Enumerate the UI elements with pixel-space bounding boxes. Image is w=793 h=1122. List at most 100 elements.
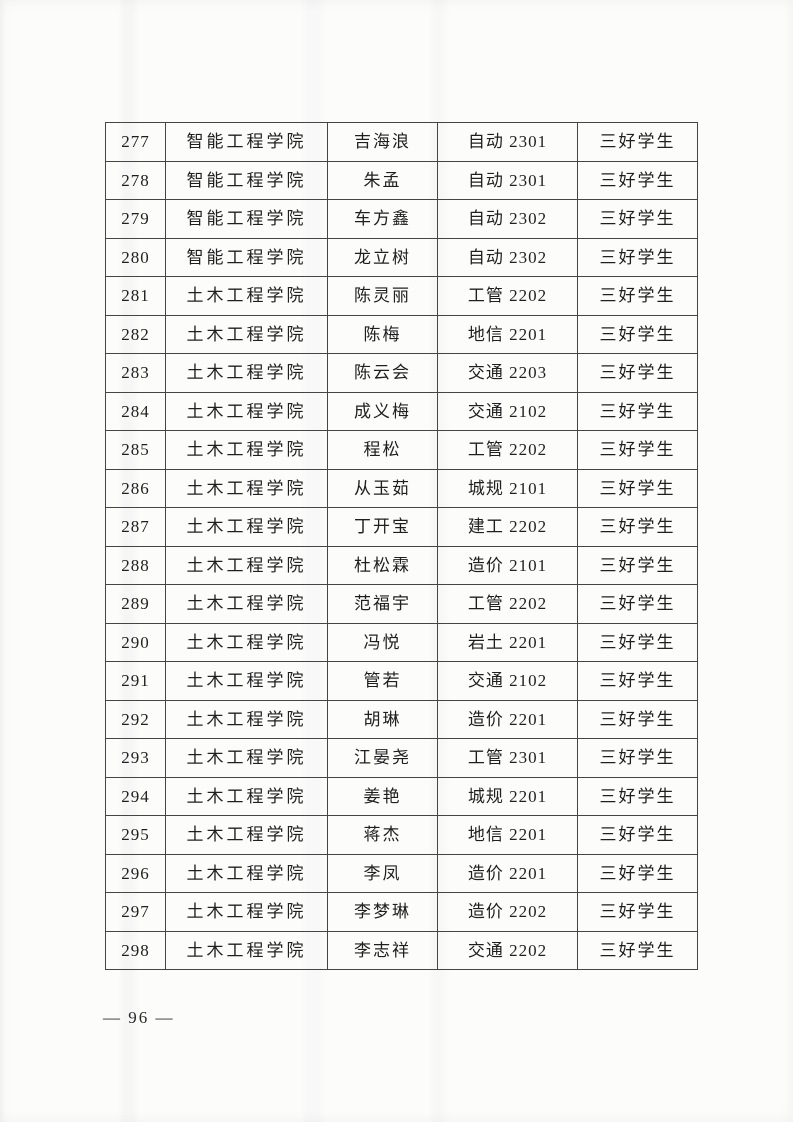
- cell-college: 土木工程学院: [165, 661, 328, 701]
- table-row: 288 土木工程学院 杜松霖 造价 2101 三好学生: [105, 545, 698, 585]
- table-row: 290 土木工程学院 冯悦 岩土 2201 三好学生: [105, 622, 698, 662]
- cell-name: 江晏尧: [327, 738, 438, 778]
- cell-college: 土木工程学院: [165, 622, 328, 662]
- page-number: — 96 —: [103, 1008, 175, 1027]
- cell-no: 282: [105, 314, 166, 354]
- cell-college: 土木工程学院: [165, 815, 328, 855]
- cell-no: 295: [105, 815, 166, 855]
- cell-no: 283: [105, 353, 166, 393]
- cell-no: 288: [105, 545, 166, 585]
- cell-name: 陈灵丽: [327, 276, 438, 316]
- cell-no: 296: [105, 853, 166, 893]
- cell-no: 298: [105, 930, 166, 970]
- cell-name: 朱孟: [327, 160, 438, 200]
- cell-no: 291: [105, 661, 166, 701]
- cell-award: 三好学生: [577, 853, 698, 893]
- cell-award: 三好学生: [577, 199, 698, 239]
- cell-award: 三好学生: [577, 584, 698, 624]
- cell-award: 三好学生: [577, 122, 698, 162]
- cell-college: 土木工程学院: [165, 584, 328, 624]
- cell-no: 279: [105, 199, 166, 239]
- cell-class: 交通 2102: [437, 391, 578, 431]
- cell-name: 冯悦: [327, 622, 438, 662]
- cell-award: 三好学生: [577, 276, 698, 316]
- cell-class: 自动 2301: [437, 122, 578, 162]
- cell-class: 城规 2101: [437, 468, 578, 508]
- table-row: 292 土木工程学院 胡琳 造价 2201 三好学生: [105, 699, 698, 739]
- cell-no: 289: [105, 584, 166, 624]
- cell-award: 三好学生: [577, 815, 698, 855]
- cell-no: 285: [105, 430, 166, 470]
- table-row: 281 土木工程学院 陈灵丽 工管 2202 三好学生: [105, 276, 698, 316]
- cell-class: 造价 2201: [437, 853, 578, 893]
- table-row: 295 土木工程学院 蒋杰 地信 2201 三好学生: [105, 815, 698, 855]
- award-table-body: 277 智能工程学院 吉海浪 自动 2301 三好学生 278 智能工程学院 朱孟 自动 230…: [105, 122, 698, 970]
- cell-class: 城规 2201: [437, 776, 578, 816]
- cell-name: 陈梅: [327, 314, 438, 354]
- cell-award: 三好学生: [577, 930, 698, 970]
- cell-no: 293: [105, 738, 166, 778]
- cell-class: 建工 2202: [437, 507, 578, 547]
- cell-class: 地信 2201: [437, 815, 578, 855]
- cell-award: 三好学生: [577, 314, 698, 354]
- cell-class: 工管 2202: [437, 276, 578, 316]
- cell-college: 智能工程学院: [165, 160, 328, 200]
- cell-no: 278: [105, 160, 166, 200]
- cell-college: 土木工程学院: [165, 468, 328, 508]
- table-row: 277 智能工程学院 吉海浪 自动 2301 三好学生: [105, 122, 698, 162]
- cell-class: 自动 2302: [437, 199, 578, 239]
- cell-college: 土木工程学院: [165, 853, 328, 893]
- cell-college: 土木工程学院: [165, 430, 328, 470]
- cell-name: 丁开宝: [327, 507, 438, 547]
- cell-name: 成义梅: [327, 391, 438, 431]
- table-row: 284 土木工程学院 成义梅 交通 2102 三好学生: [105, 391, 698, 431]
- cell-college: 土木工程学院: [165, 353, 328, 393]
- cell-award: 三好学生: [577, 622, 698, 662]
- cell-college: 土木工程学院: [165, 314, 328, 354]
- cell-class: 造价 2101: [437, 545, 578, 585]
- cell-award: 三好学生: [577, 237, 698, 277]
- table-row: 293 土木工程学院 江晏尧 工管 2301 三好学生: [105, 738, 698, 778]
- cell-class: 工管 2202: [437, 430, 578, 470]
- cell-name: 李志祥: [327, 930, 438, 970]
- table-row: 289 土木工程学院 范福宇 工管 2202 三好学生: [105, 584, 698, 624]
- table-row: 294 土木工程学院 姜艳 城规 2201 三好学生: [105, 776, 698, 816]
- cell-name: 姜艳: [327, 776, 438, 816]
- cell-no: 290: [105, 622, 166, 662]
- cell-name: 李凤: [327, 853, 438, 893]
- table-row: 287 土木工程学院 丁开宝 建工 2202 三好学生: [105, 507, 698, 547]
- cell-no: 280: [105, 237, 166, 277]
- cell-award: 三好学生: [577, 699, 698, 739]
- cell-name: 管若: [327, 661, 438, 701]
- cell-college: 土木工程学院: [165, 699, 328, 739]
- cell-name: 范福宇: [327, 584, 438, 624]
- cell-name: 从玉茹: [327, 468, 438, 508]
- table-row: 296 土木工程学院 李凤 造价 2201 三好学生: [105, 853, 698, 893]
- student-award-table: 277 智能工程学院 吉海浪 自动 2301 三好学生 278 智能工程学院 朱孟 自动 230…: [105, 122, 698, 970]
- cell-college: 土木工程学院: [165, 276, 328, 316]
- cell-name: 李梦琳: [327, 892, 438, 932]
- cell-class: 工管 2202: [437, 584, 578, 624]
- cell-award: 三好学生: [577, 892, 698, 932]
- cell-college: 土木工程学院: [165, 776, 328, 816]
- cell-college: 土木工程学院: [165, 391, 328, 431]
- cell-class: 造价 2202: [437, 892, 578, 932]
- cell-class: 地信 2201: [437, 314, 578, 354]
- cell-class: 岩土 2201: [437, 622, 578, 662]
- cell-award: 三好学生: [577, 545, 698, 585]
- cell-no: 297: [105, 892, 166, 932]
- table-row: 283 土木工程学院 陈云会 交通 2203 三好学生: [105, 353, 698, 393]
- cell-award: 三好学生: [577, 776, 698, 816]
- cell-award: 三好学生: [577, 468, 698, 508]
- cell-name: 程松: [327, 430, 438, 470]
- cell-class: 自动 2302: [437, 237, 578, 277]
- cell-no: 286: [105, 468, 166, 508]
- cell-class: 交通 2203: [437, 353, 578, 393]
- table-row: 297 土木工程学院 李梦琳 造价 2202 三好学生: [105, 892, 698, 932]
- table-row: 298 土木工程学院 李志祥 交通 2202 三好学生: [105, 930, 698, 970]
- cell-name: 蒋杰: [327, 815, 438, 855]
- cell-class: 工管 2301: [437, 738, 578, 778]
- cell-class: 自动 2301: [437, 160, 578, 200]
- cell-award: 三好学生: [577, 391, 698, 431]
- cell-college: 土木工程学院: [165, 930, 328, 970]
